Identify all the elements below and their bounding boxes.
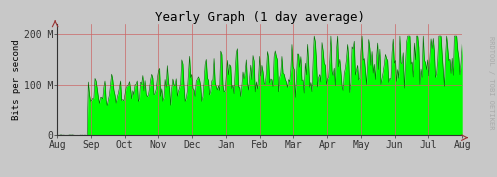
- Text: RRDTOOL / TOBI OETIKER: RRDTOOL / TOBI OETIKER: [488, 36, 494, 130]
- Title: Yearly Graph (1 day average): Yearly Graph (1 day average): [155, 11, 365, 24]
- Y-axis label: Bits per second: Bits per second: [12, 39, 21, 120]
